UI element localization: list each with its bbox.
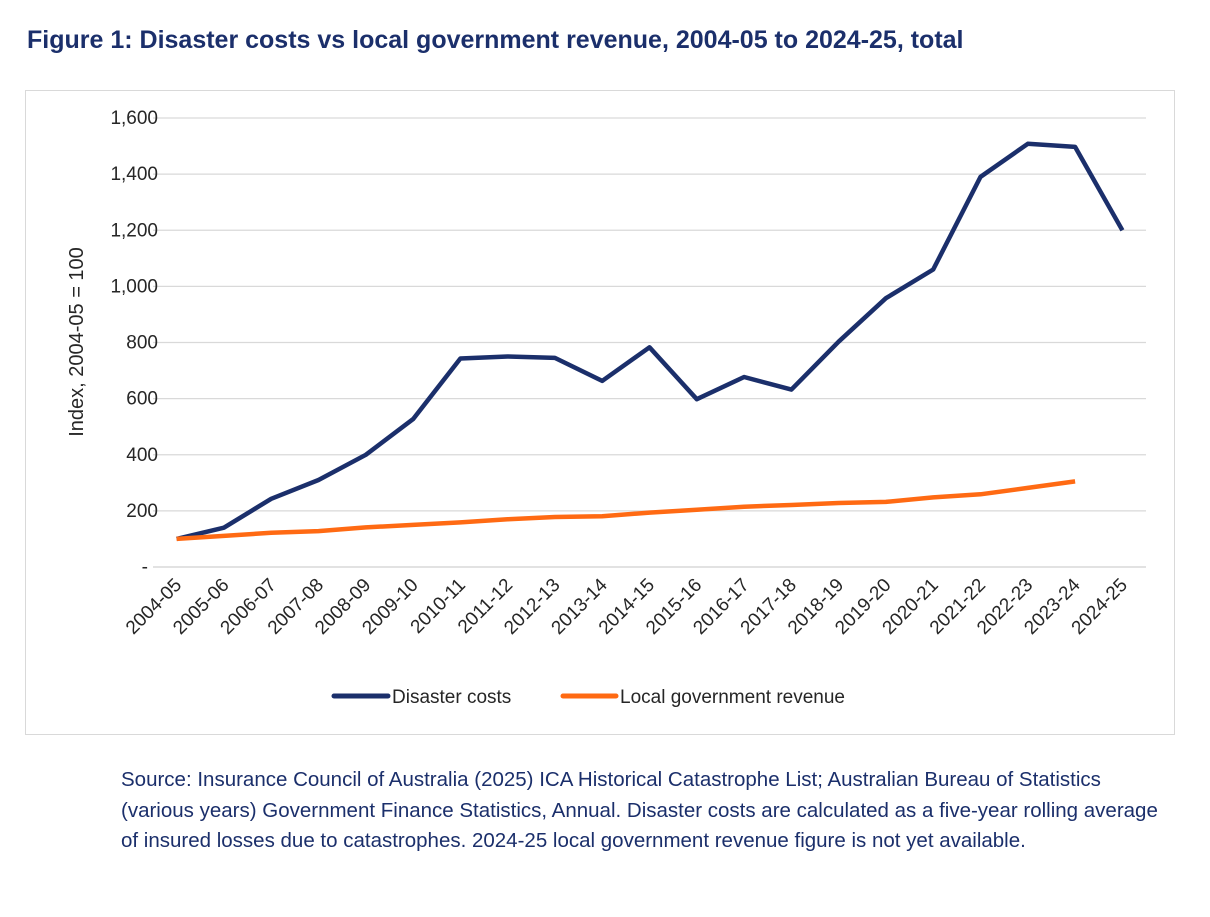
chart-area (25, 90, 1175, 735)
y-tick-label: 800 (126, 333, 158, 354)
y-tick-label: - (142, 557, 148, 578)
legend-label: Local government revenue (620, 687, 845, 708)
legend: Disaster costs Local government revenue (331, 687, 845, 708)
x-axis-ticks: 2004-052005-062006-072007-082008-092009-… (122, 574, 1132, 638)
figure-title: Figure 1: Disaster costs vs local govern… (27, 26, 964, 54)
y-tick-label: 1,400 (110, 164, 158, 185)
y-tick-label: 600 (126, 389, 158, 410)
legend-label: Disaster costs (392, 687, 511, 708)
y-tick-label: 1,200 (110, 220, 158, 241)
y-tick-label: 400 (126, 445, 158, 466)
y-tick-label: 200 (126, 501, 158, 522)
grid-lines (153, 117, 1146, 512)
y-tick-label: 1,000 (110, 276, 158, 297)
series-line-1 (176, 479, 1076, 542)
y-tick-label: 1,600 (110, 108, 158, 129)
series-line-0 (176, 141, 1125, 542)
y-axis-ticks: - 200 400 600 800 1,000 1,200 1,400 1,600 (110, 108, 158, 578)
source-note: Source: Insurance Council of Australia (… (121, 768, 1158, 852)
y-axis-label: Index, 2004-05 = 100 (66, 247, 88, 437)
series-lines (176, 141, 1125, 542)
